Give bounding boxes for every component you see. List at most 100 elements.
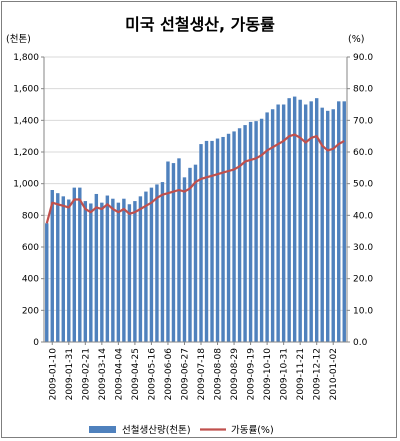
bar (83, 201, 88, 342)
x-tick-label: 2009-10-31 (280, 348, 290, 400)
bar (226, 133, 231, 342)
utilization-line (45, 133, 345, 224)
bar (248, 121, 253, 343)
bar (122, 198, 126, 342)
bar (116, 202, 121, 342)
chart-title: 미국 선철생산, 가동률 (125, 15, 275, 34)
left-tick-label: 1,800 (13, 53, 39, 63)
x-tick-label: 2010-01-02 (329, 348, 339, 400)
bar (182, 177, 187, 342)
x-tick-label: 2009-01-31 (65, 348, 75, 400)
right-tick-label: 60.0 (353, 148, 373, 158)
right-tick-label: 90.0 (353, 53, 373, 63)
legend-line-label: 가동률(%) (231, 425, 274, 436)
x-tick-label: 2009-09-19 (247, 348, 257, 401)
bar (337, 101, 341, 342)
bar (320, 107, 324, 343)
bar (171, 163, 176, 342)
bar (276, 104, 280, 342)
x-tick-label: 2009-04-04 (114, 348, 124, 401)
right-tick-label: 0.0 (353, 338, 368, 348)
bar (56, 193, 60, 342)
bar (78, 187, 82, 342)
x-tick-label: 2009-08-08 (214, 348, 224, 401)
bar (204, 140, 209, 342)
left-axis-ticks: 0 200 400 600 800 1,000 1,200 1,400 1,600 1,800 (13, 53, 44, 348)
bar (89, 203, 93, 342)
bar (188, 167, 192, 342)
bar (331, 109, 335, 342)
left-tick-label: 0 (33, 338, 39, 348)
bar (105, 195, 110, 342)
bar (127, 204, 132, 342)
bar (94, 193, 99, 342)
right-tick-label: 50.0 (353, 180, 373, 190)
x-tick-label: 2009-06-27 (180, 348, 190, 400)
bar (72, 187, 77, 342)
bar (155, 184, 159, 342)
left-tick-label: 1,400 (13, 116, 39, 126)
x-tick-label: 2009-07-18 (197, 348, 207, 401)
bar (61, 196, 65, 342)
x-axis-labels: 2009-01-10 2009-01-31 2009-02-21 2009-03-14… (48, 342, 339, 400)
bar (303, 104, 308, 342)
right-tick-label: 80.0 (353, 85, 373, 95)
right-axis-unit: (%) (348, 34, 364, 45)
bar (144, 191, 148, 342)
bar (193, 164, 198, 342)
x-tick-label: 2009-06-06 (164, 348, 174, 401)
bar (138, 196, 143, 342)
bar (326, 110, 330, 342)
bar (166, 161, 170, 342)
bar (237, 128, 242, 342)
bar (221, 136, 225, 342)
left-tick-label: 1,000 (13, 180, 39, 190)
right-tick-label: 30.0 (353, 243, 373, 253)
bar (292, 96, 297, 342)
bar (199, 144, 203, 342)
legend-bar-label: 선철생산량(천톤) (122, 424, 191, 436)
bar (243, 125, 247, 342)
left-tick-label: 400 (22, 275, 39, 285)
bar (210, 140, 214, 342)
x-tick-label: 2009-08-29 (230, 348, 240, 401)
right-tick-label: 70.0 (353, 116, 373, 126)
bar (67, 199, 71, 342)
bar (100, 202, 104, 342)
bar (270, 109, 275, 342)
bar (314, 98, 319, 343)
bar (177, 158, 181, 342)
left-tick-label: 800 (22, 211, 39, 221)
legend: 선철생산량(천톤) 가동률(%) (89, 424, 274, 436)
x-tick-label: 2009-01-10 (48, 348, 58, 401)
left-tick-label: 200 (22, 306, 39, 316)
left-tick-label: 600 (22, 243, 39, 253)
x-tick-label: 2009-03-14 (98, 348, 108, 401)
bar (298, 99, 302, 342)
left-tick-label: 1,600 (13, 85, 39, 95)
axes (43, 57, 348, 343)
bar (265, 112, 269, 343)
bar-series (45, 96, 346, 343)
bar (287, 98, 291, 343)
bar (215, 138, 220, 342)
x-tick-label: 2009-12-12 (313, 348, 323, 400)
bar (232, 131, 236, 342)
right-axis-ticks: 0.0 10.0 20.0 30.0 40.0 50.0 60.0 70.0 80.0 90.0 (347, 53, 373, 348)
right-tick-label: 10.0 (353, 306, 373, 316)
x-tick-label: 2009-04-25 (131, 348, 141, 400)
legend-bar-swatch (89, 426, 116, 433)
bar (50, 190, 54, 342)
x-tick-label: 2009-02-21 (81, 348, 91, 400)
bar (259, 118, 264, 342)
left-axis-unit: (천톤) (6, 34, 31, 45)
bar (111, 198, 115, 342)
bar (149, 187, 154, 342)
bar (254, 121, 258, 342)
right-tick-label: 40.0 (353, 211, 373, 221)
x-tick-label: 2009-05-16 (147, 348, 157, 401)
bar (342, 101, 346, 342)
right-tick-label: 20.0 (353, 275, 373, 285)
